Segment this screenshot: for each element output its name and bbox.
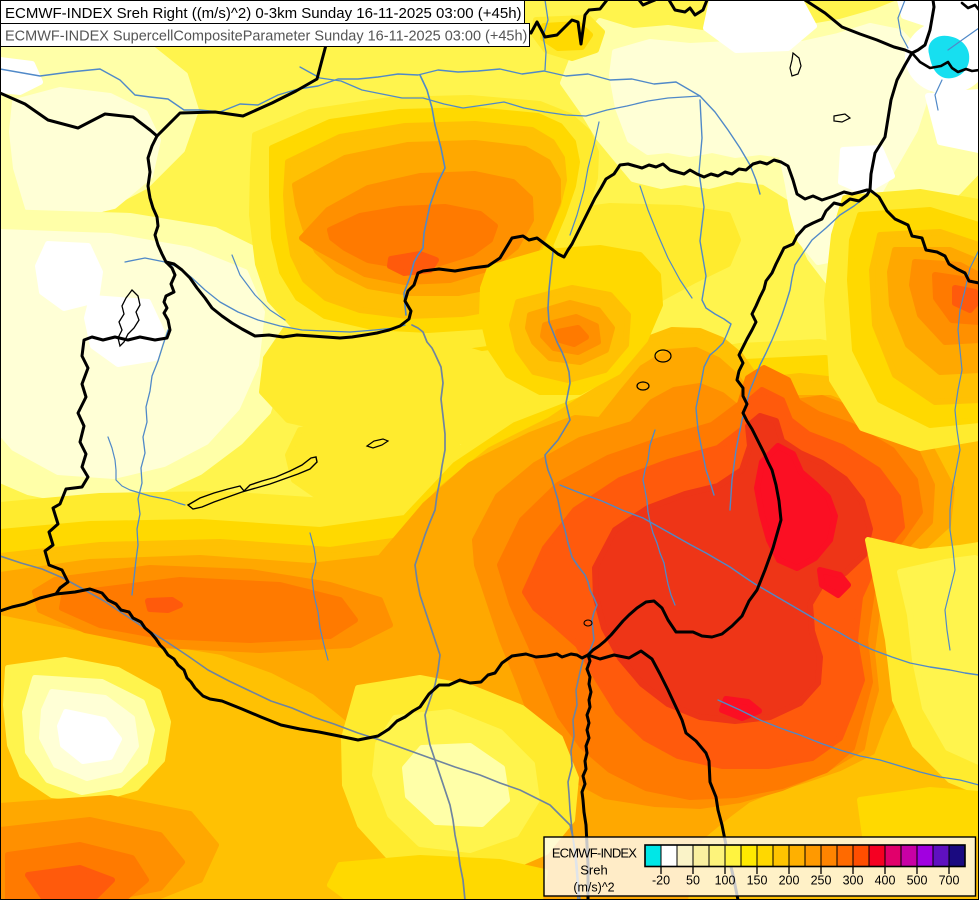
- svg-text:Sreh: Sreh: [580, 863, 607, 878]
- svg-text:100: 100: [715, 874, 736, 888]
- svg-text:(m/s)^2: (m/s)^2: [573, 881, 614, 895]
- svg-text:ECMWF-INDEX Sreh Right ((m/s)^: ECMWF-INDEX Sreh Right ((m/s)^2) 0-3km S…: [5, 5, 522, 22]
- svg-text:300: 300: [843, 874, 864, 888]
- svg-text:ECMWF-INDEX SupercellComposite: ECMWF-INDEX SupercellCompositeParameter …: [5, 29, 527, 45]
- svg-text:700: 700: [939, 874, 960, 888]
- svg-text:400: 400: [875, 874, 896, 888]
- svg-text:50: 50: [686, 874, 700, 888]
- svg-text:250: 250: [811, 874, 832, 888]
- svg-text:500: 500: [907, 874, 928, 888]
- svg-text:200: 200: [779, 874, 800, 888]
- svg-text:150: 150: [747, 874, 768, 888]
- svg-text:ECMWF-INDEX: ECMWF-INDEX: [552, 846, 637, 861]
- svg-text:-20: -20: [652, 874, 670, 888]
